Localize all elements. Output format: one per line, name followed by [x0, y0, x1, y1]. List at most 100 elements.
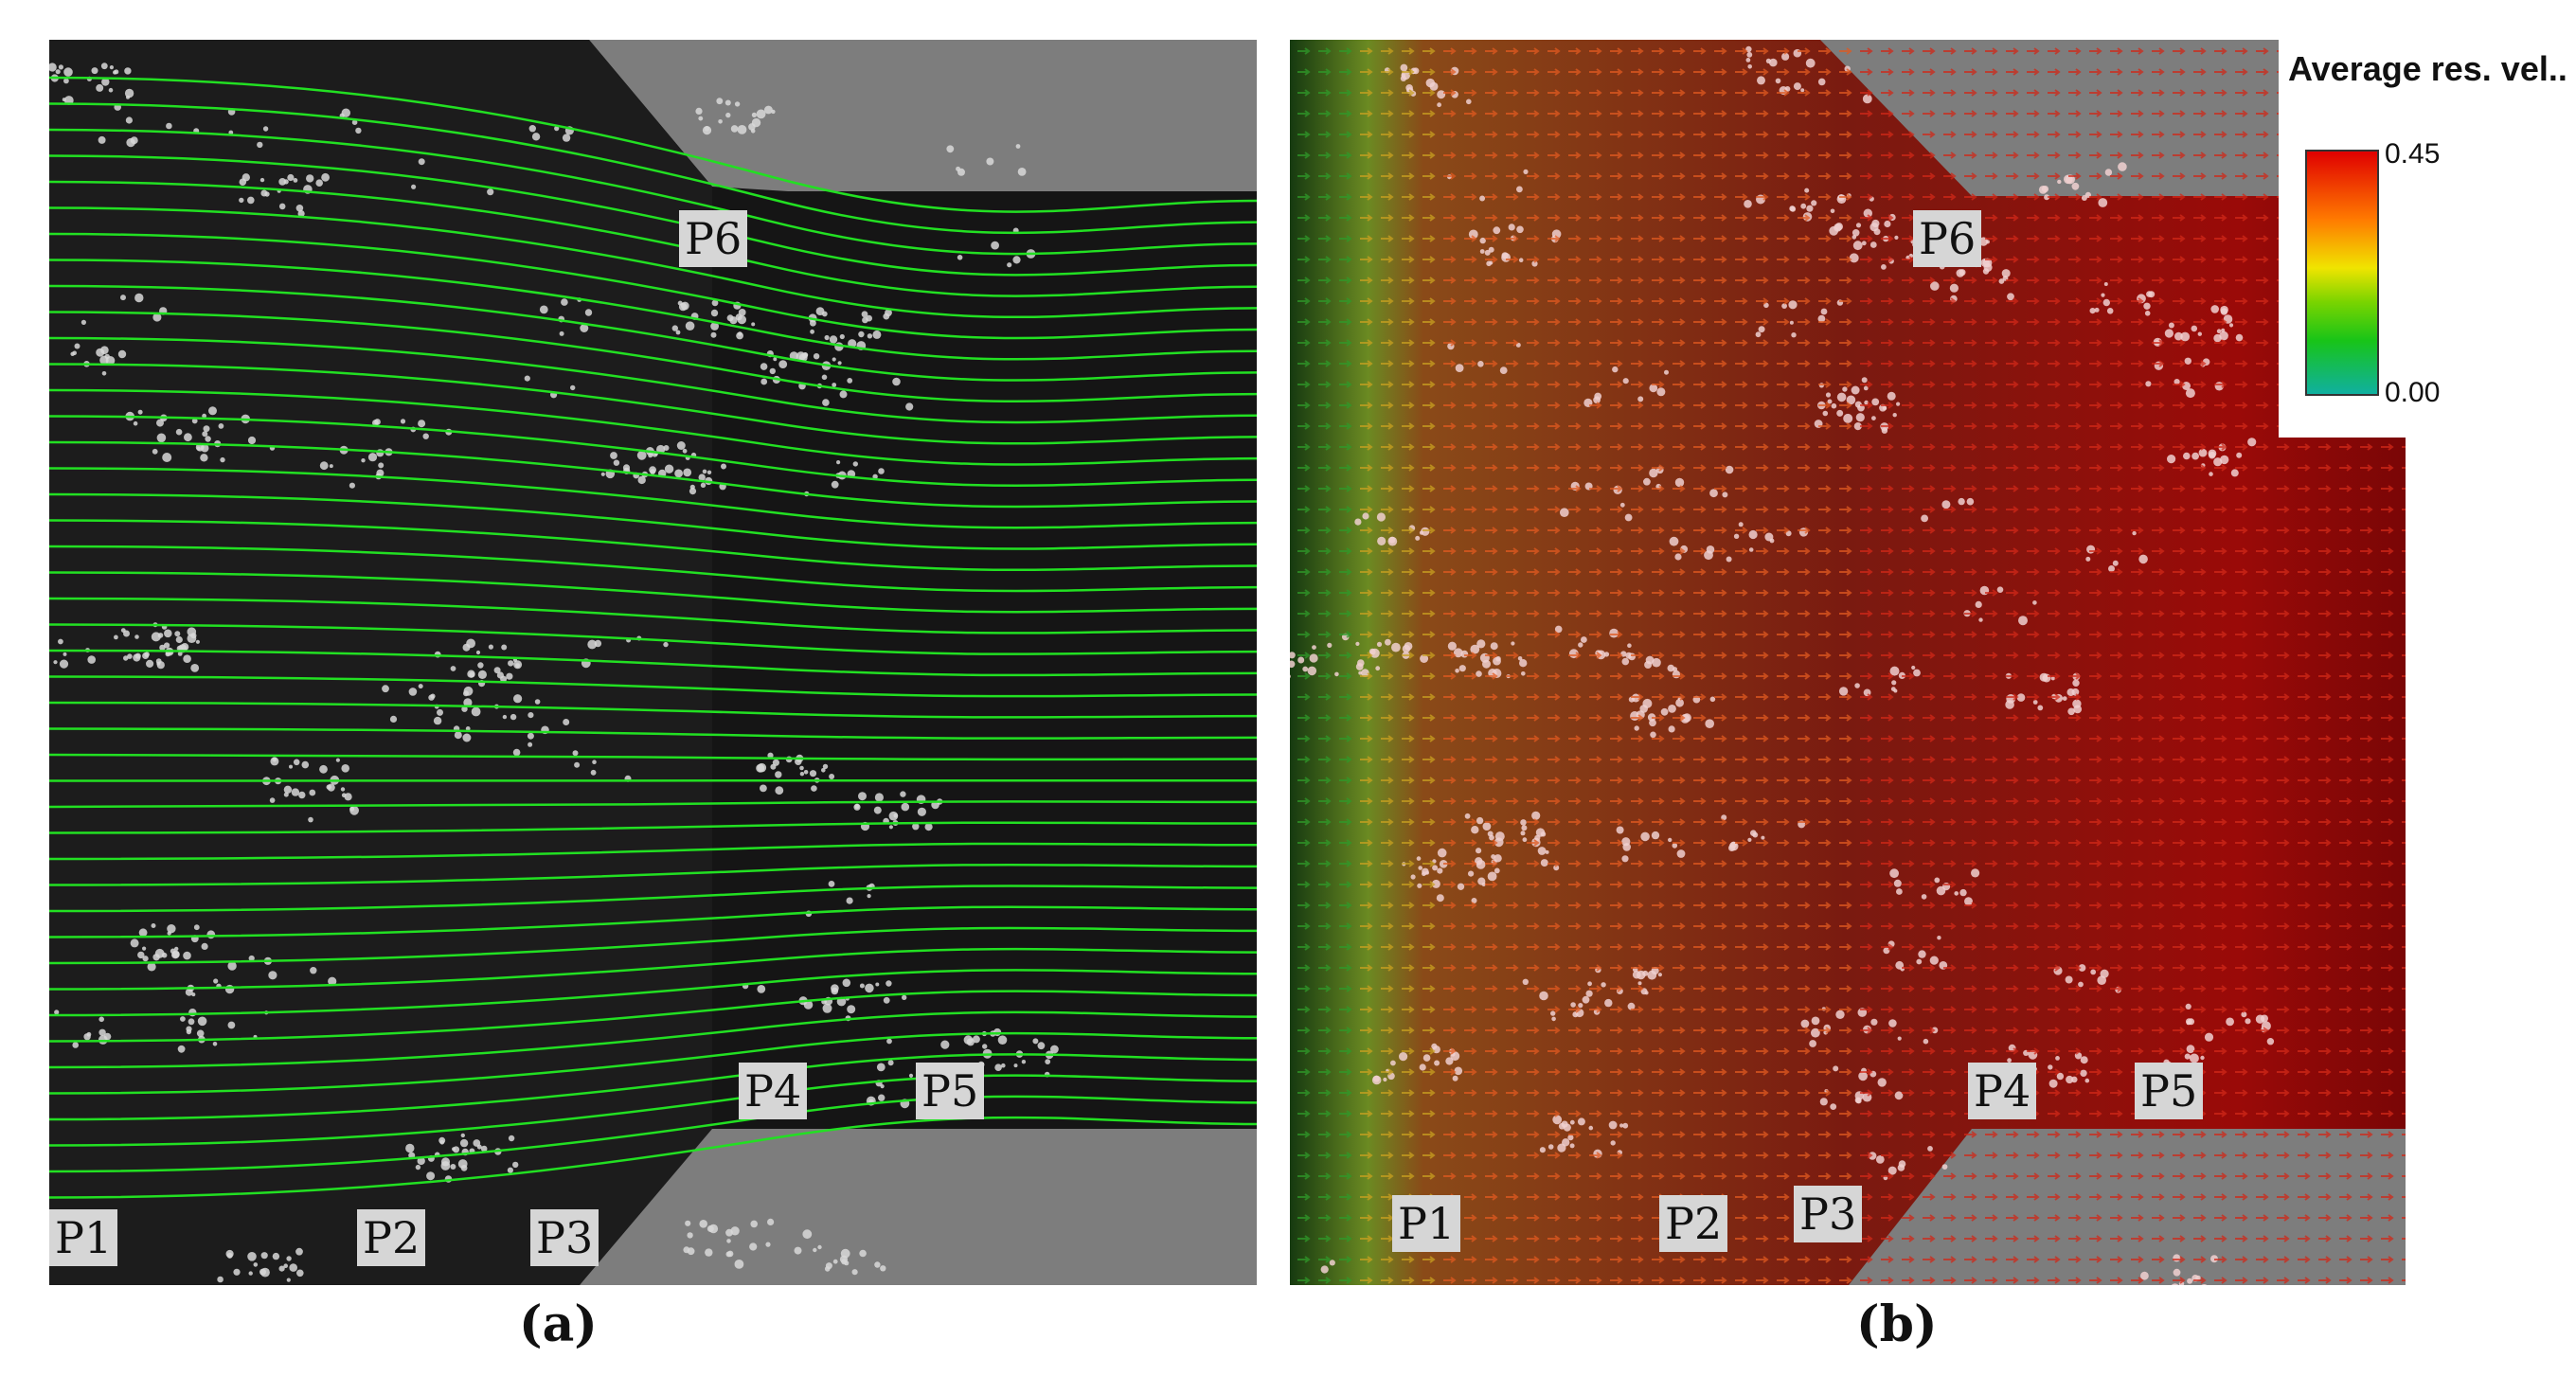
velocity-arrow — [2277, 485, 2290, 492]
velocity-arrow — [1985, 131, 1998, 138]
velocity-arrow — [1464, 89, 1477, 97]
velocity-arrow — [1652, 1006, 1665, 1013]
velocity-arrow — [1985, 381, 1998, 388]
particle — [1836, 392, 1847, 402]
velocity-arrow — [1673, 443, 1686, 451]
particle — [167, 931, 171, 936]
velocity-arrow — [1985, 922, 1998, 930]
particle — [63, 652, 67, 656]
velocity-arrow — [1943, 402, 1957, 409]
velocity-arrow — [1714, 714, 1727, 722]
particle — [1493, 656, 1501, 666]
particle — [1634, 725, 1639, 731]
particle — [801, 352, 809, 359]
particle — [1805, 58, 1816, 68]
particle — [53, 660, 58, 665]
velocity-arrow — [2006, 735, 2019, 742]
velocity-arrow — [1339, 110, 1352, 117]
particle — [2084, 1078, 2090, 1083]
particle — [1572, 1011, 1579, 1018]
velocity-arrow — [1381, 443, 1394, 451]
velocity-arrow — [2173, 1277, 2186, 1284]
velocity-arrow — [1881, 860, 1894, 867]
velocity-arrow — [1777, 1172, 1790, 1180]
velocity-arrow — [1693, 756, 1707, 763]
velocity-arrow — [2152, 1193, 2165, 1201]
velocity-arrow — [2318, 485, 2332, 492]
velocity-arrow — [2089, 318, 2102, 326]
velocity-arrow — [2152, 506, 2165, 513]
velocity-arrow — [2214, 777, 2227, 784]
velocity-arrow — [1297, 1214, 1311, 1222]
velocity-arrow — [1631, 485, 1644, 492]
velocity-arrow — [1381, 756, 1394, 763]
particle — [757, 762, 767, 773]
velocity-arrow — [1506, 68, 1519, 76]
velocity-arrow — [1818, 1027, 1832, 1034]
particle — [1563, 1123, 1571, 1132]
velocity-arrow — [1798, 1047, 1811, 1055]
velocity-arrow — [1568, 1027, 1582, 1034]
velocity-arrow — [1464, 818, 1477, 826]
velocity-arrow — [1610, 464, 1623, 472]
velocity-arrow — [1339, 1277, 1352, 1284]
velocity-arrow — [1422, 610, 1436, 617]
particle — [1758, 326, 1765, 333]
velocity-arrow — [2318, 902, 2332, 909]
particle — [2200, 1055, 2205, 1061]
velocity-arrow — [2193, 1047, 2207, 1055]
velocity-arrow — [1985, 1027, 1998, 1034]
velocity-arrow — [2339, 1047, 2352, 1055]
velocity-arrow — [1735, 797, 1748, 805]
particle — [2007, 1058, 2012, 1063]
velocity-arrow — [1902, 277, 1915, 284]
velocity-arrow — [1318, 610, 1332, 617]
velocity-arrow — [1923, 964, 1936, 972]
velocity-arrow — [1589, 985, 1602, 992]
velocity-arrow — [1422, 1131, 1436, 1138]
velocity-arrow — [2402, 821, 2406, 823]
particle — [1302, 666, 1309, 672]
velocity-arrow — [2068, 568, 2082, 576]
velocity-arrow — [1610, 277, 1623, 284]
velocity-arrow — [1527, 714, 1540, 722]
velocity-arrow — [1881, 89, 1894, 97]
particle — [2103, 282, 2108, 286]
particle — [1833, 1065, 1839, 1072]
velocity-arrow — [1964, 193, 1977, 201]
velocity-arrow — [1673, 152, 1686, 159]
velocity-arrow — [2214, 1006, 2227, 1013]
velocity-arrow — [2131, 172, 2144, 180]
particle — [1830, 1103, 1837, 1110]
velocity-arrow — [2214, 47, 2227, 55]
velocity-arrow — [1631, 1110, 1644, 1117]
velocity-arrow — [1714, 610, 1727, 617]
velocity-arrow — [1318, 1172, 1332, 1180]
particle — [1468, 870, 1475, 877]
particle — [1921, 514, 1928, 523]
velocity-arrow — [1610, 506, 1623, 513]
velocity-arrow — [2110, 47, 2123, 55]
velocity-arrow — [1297, 297, 1311, 305]
particle — [2187, 1278, 2193, 1284]
velocity-arrow — [2027, 547, 2040, 555]
velocity-arrow — [1714, 172, 1727, 180]
velocity-arrow — [1547, 1152, 1561, 1159]
velocity-arrow — [2006, 818, 2019, 826]
velocity-arrow — [1318, 506, 1332, 513]
velocity-arrow — [2298, 1172, 2311, 1180]
particle — [2198, 448, 2208, 457]
velocity-arrow — [1714, 1277, 1727, 1284]
velocity-arrow — [2131, 756, 2144, 763]
velocity-arrow — [2235, 1110, 2248, 1117]
particle — [309, 789, 316, 796]
velocity-arrow — [1297, 1256, 1311, 1263]
velocity-arrow — [2193, 1172, 2207, 1180]
velocity-arrow — [1506, 443, 1519, 451]
particle — [1918, 950, 1926, 958]
velocity-arrow — [1777, 985, 1790, 992]
particle — [1861, 241, 1867, 246]
velocity-arrow — [2027, 693, 2040, 701]
velocity-arrow — [2298, 1277, 2311, 1284]
particle — [1372, 1075, 1380, 1082]
